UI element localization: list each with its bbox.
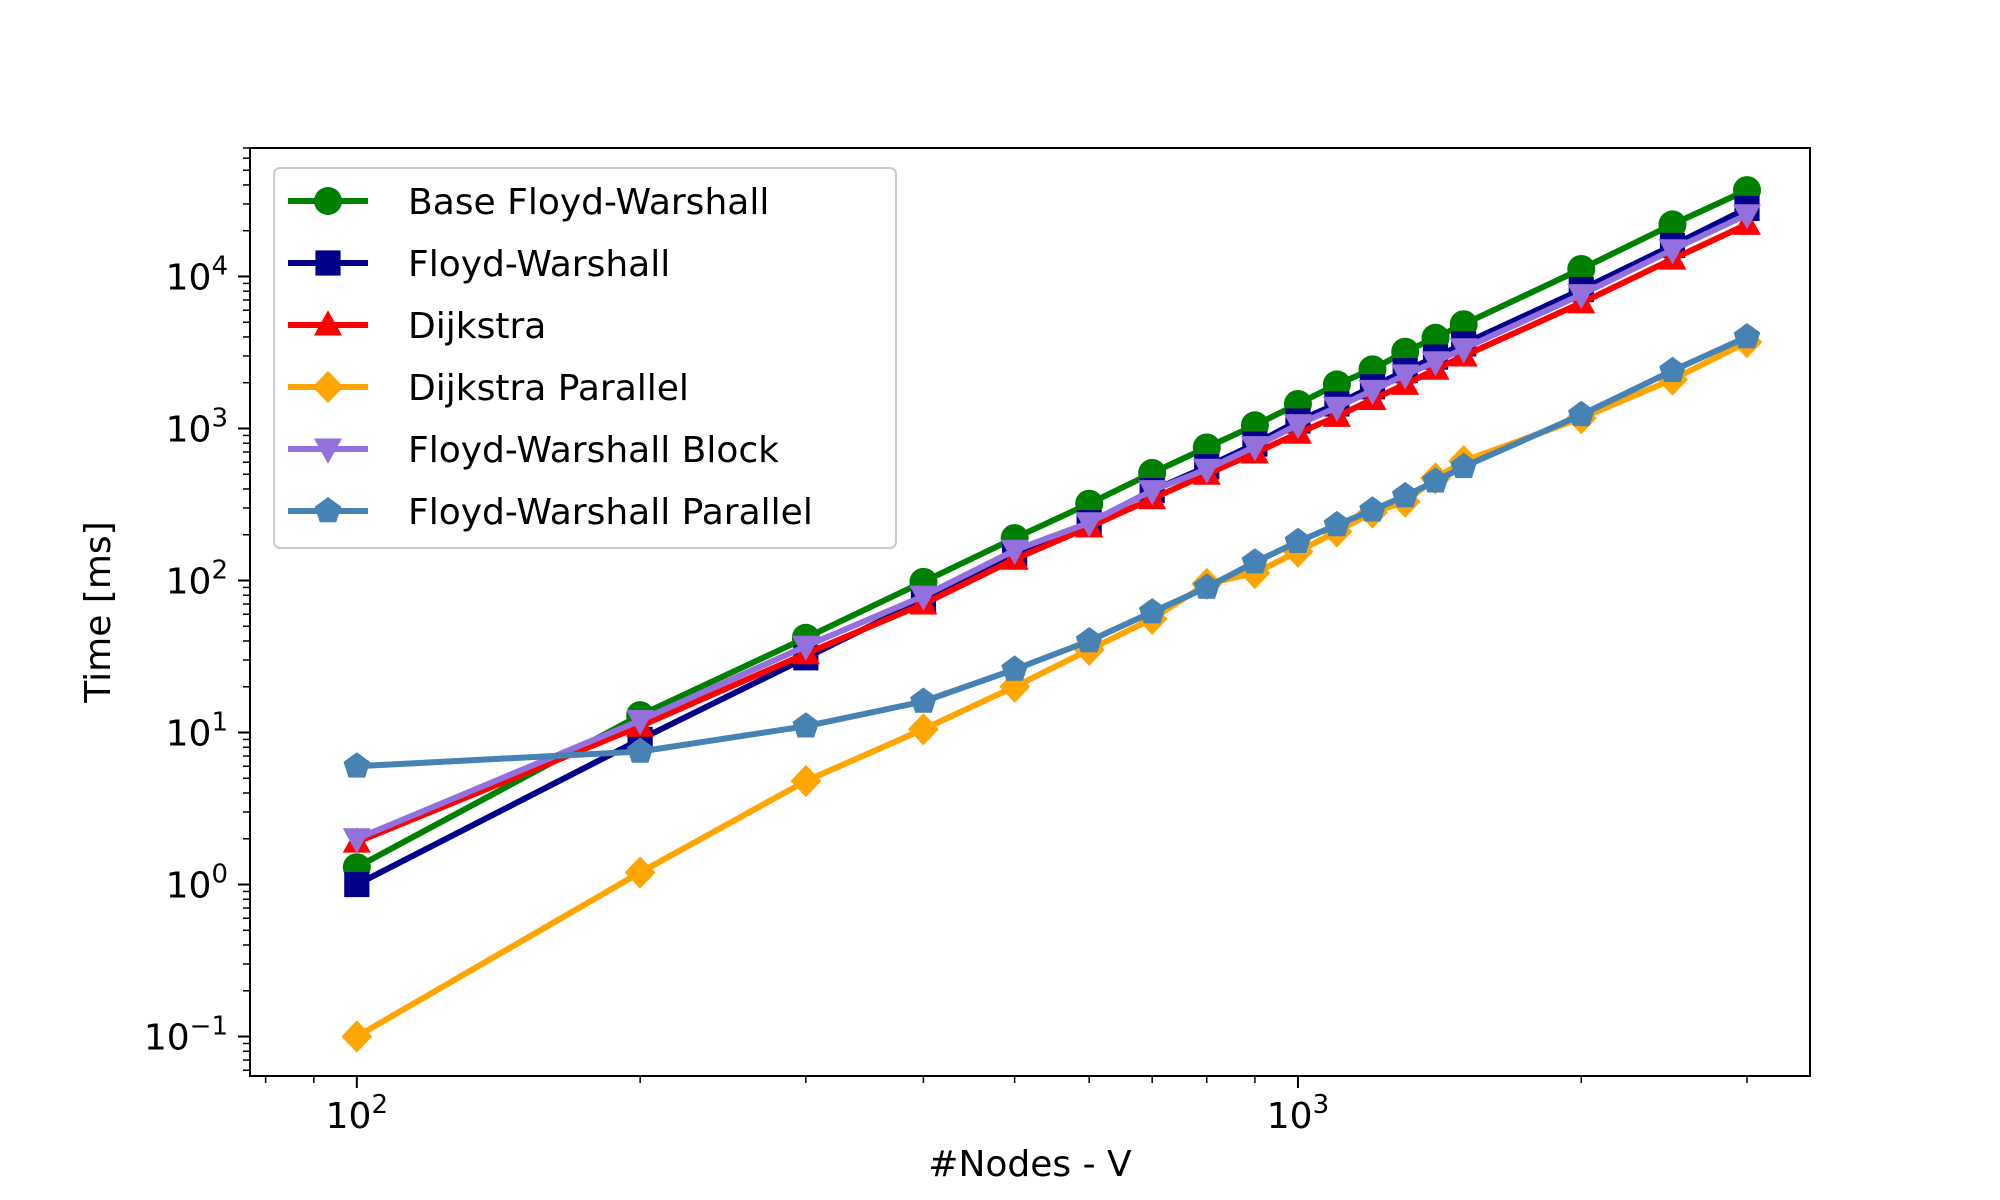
legend-item: Floyd-Warshall Parallel [288, 492, 813, 533]
x-axis: 102 103 [264, 1076, 1748, 1137]
data-point [792, 712, 820, 738]
series-layer [341, 176, 1763, 1053]
data-point [1284, 414, 1312, 440]
data-point [791, 635, 820, 661]
series-line [355, 211, 1749, 842]
legend-item: Floyd-Warshall Block [288, 430, 779, 471]
data-point [1075, 627, 1103, 653]
data-point [1421, 351, 1450, 377]
y-tick-label: 102 [166, 555, 228, 602]
series-floyd-warshall-block [342, 204, 1761, 854]
legend-item: Floyd-Warshall [288, 244, 670, 285]
data-point [1658, 239, 1687, 265]
data-point [1568, 400, 1595, 427]
data-point [342, 828, 371, 854]
legend-item: Dijkstra [288, 306, 546, 347]
data-point [1193, 573, 1221, 599]
data-point [1192, 458, 1221, 484]
data-point [343, 752, 371, 778]
data-point [1422, 467, 1449, 493]
legend-item: Base Floyd-Warshall [288, 182, 769, 223]
series-floyd-warshall-parallel [343, 323, 1761, 778]
data-point [1450, 452, 1477, 479]
data-point [1138, 480, 1167, 506]
data-point [624, 856, 656, 889]
data-point [790, 764, 822, 798]
data-point [1241, 548, 1269, 574]
data-point [1284, 527, 1312, 553]
data-point [1001, 655, 1028, 681]
data-point [1075, 512, 1104, 538]
data-point [1659, 356, 1686, 382]
data-point [344, 871, 370, 898]
data-point [1567, 254, 1596, 283]
legend-frame [273, 167, 897, 549]
legend-label: Floyd-Warshall [408, 244, 670, 285]
data-point [341, 1020, 373, 1053]
data-point [1138, 598, 1166, 624]
y-tick-label: 103 [166, 403, 228, 450]
data-point [1449, 310, 1478, 339]
legend-item: Dijkstra Parallel [288, 368, 689, 409]
data-point [909, 585, 938, 611]
legend-marker [315, 250, 341, 276]
x-tick-label: 102 [326, 1090, 388, 1137]
data-point [626, 710, 655, 736]
data-point [908, 713, 939, 746]
series-line [356, 334, 1749, 770]
y-tick-label: 10−1 [144, 1012, 228, 1059]
x-axis-label: #Nodes - V [928, 1144, 1132, 1185]
data-point [1391, 481, 1419, 508]
data-point [626, 737, 654, 763]
legend-marker [314, 310, 342, 336]
data-point [910, 687, 937, 713]
legend-label: Dijkstra Parallel [408, 368, 689, 409]
y-tick-label: 100 [166, 860, 228, 907]
legend-label: Dijkstra [408, 306, 546, 347]
y-axis: 10−1 100 101 102 103 104 [144, 147, 250, 1072]
data-point [1359, 496, 1386, 522]
legend-marker [314, 438, 342, 464]
data-point [1323, 510, 1351, 537]
y-axis-label: Time [ms] [78, 521, 119, 703]
series-line [355, 221, 1749, 845]
legend-label: Floyd-Warshall Parallel [408, 492, 813, 533]
y-tick-label: 104 [166, 251, 228, 298]
x-tick-label: 103 [1267, 1090, 1329, 1137]
legend-marker [314, 497, 342, 523]
data-point [1240, 436, 1269, 462]
data-point [1358, 379, 1387, 406]
legend-marker [314, 187, 342, 215]
series-line [355, 187, 1749, 870]
legend-label: Floyd-Warshall Block [408, 430, 779, 471]
data-point [1000, 539, 1029, 565]
data-point [1391, 364, 1420, 390]
data-point [1658, 210, 1687, 239]
legend-label: Base Floyd-Warshall [408, 182, 769, 223]
data-point [1567, 284, 1596, 310]
legend-marker [312, 370, 344, 404]
plot-frame [249, 147, 1811, 1077]
data-point [1322, 396, 1351, 422]
data-point [1733, 323, 1761, 349]
data-point [1733, 204, 1761, 230]
data-point [1449, 338, 1478, 364]
legend: Base Floyd-Warshall Floyd-Warshall Dijkstr… [273, 167, 897, 549]
y-tick-label: 101 [166, 708, 228, 755]
series-line [355, 339, 1749, 1040]
